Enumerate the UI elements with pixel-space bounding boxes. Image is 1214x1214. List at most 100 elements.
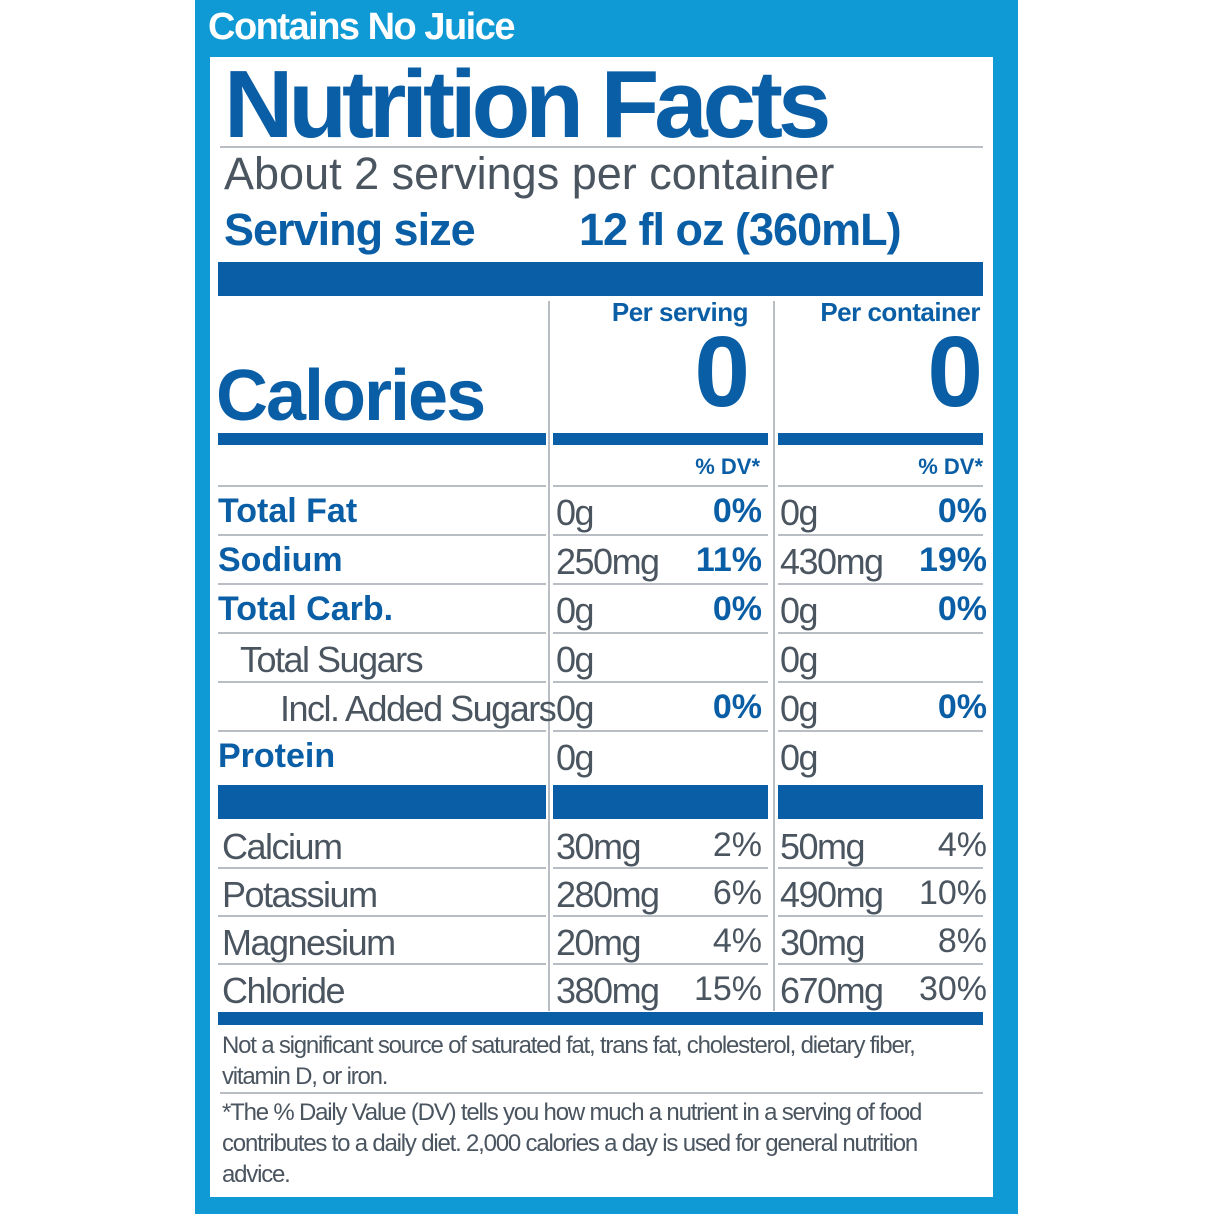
footnote-not-significant: Not a significant source of saturated fa…: [222, 1032, 916, 1090]
thick-bar: [218, 262, 983, 296]
serving-dv: 0%: [712, 688, 762, 726]
container-dv: 0%: [937, 492, 987, 530]
row-divider: [218, 485, 546, 487]
medium-bar: [218, 1012, 983, 1025]
nutrient-row: Protein 0g 0g: [210, 733, 993, 781]
row-divider: [778, 485, 983, 487]
row-divider: [553, 915, 768, 917]
medium-bar: [553, 433, 768, 445]
serving-dv: 15%: [693, 970, 762, 1008]
serving-amount: 250mg: [556, 541, 660, 582]
nutrient-label: Magnesium: [222, 922, 396, 963]
mineral-row: Potassium 280mg 6% 490mg 10%: [210, 870, 993, 918]
mineral-row: Magnesium 20mg 4% 30mg 8%: [210, 918, 993, 966]
serving-amount: 280mg: [556, 874, 660, 915]
row-divider: [218, 632, 546, 634]
container-dv: 10%: [918, 874, 987, 912]
row-divider: [778, 632, 983, 634]
calories-label: Calories: [216, 356, 486, 436]
container-amount: 50mg: [780, 826, 866, 867]
nutrient-row: Incl. Added Sugars 0g 0% 0g 0%: [210, 684, 993, 732]
container-dv: 0%: [937, 688, 987, 726]
row-divider: [778, 681, 983, 683]
serving-amount: 0g: [556, 639, 595, 680]
column-divider: [773, 301, 775, 1011]
container-amount: 0g: [780, 639, 819, 680]
row-divider: [778, 915, 983, 917]
calories-per-container: 0: [927, 316, 983, 428]
row-divider: [778, 867, 983, 869]
nutrient-label: Sodium: [218, 541, 343, 579]
serving-amount: 0g: [556, 590, 595, 631]
row-divider: [778, 534, 983, 536]
container-dv: 4%: [937, 826, 987, 864]
row-divider: [218, 681, 546, 683]
nutrient-label: Total Fat: [218, 492, 358, 530]
serving-amount: 380mg: [556, 970, 660, 1011]
row-divider: [218, 963, 546, 965]
title: Nutrition Facts: [224, 51, 831, 158]
nutrient-row: Total Sugars 0g 0g: [210, 635, 993, 683]
divider: [220, 1092, 983, 1094]
nutrient-row: Total Carb. 0g 0% 0g 0%: [210, 586, 993, 634]
container-amount: 0g: [780, 737, 819, 778]
thick-bar: [778, 785, 983, 819]
row-divider: [553, 963, 768, 965]
serving-dv: 2%: [712, 826, 762, 864]
container-amount: 430mg: [780, 541, 884, 582]
column-header-per-serving: Per serving: [611, 297, 749, 327]
divider: [220, 146, 983, 148]
nutrient-label: Protein: [218, 737, 336, 775]
column-divider: [548, 301, 550, 1011]
column-header-per-container: Per container: [820, 297, 980, 327]
serving-amount: 0g: [556, 492, 595, 533]
row-divider: [553, 583, 768, 585]
row-divider: [218, 915, 546, 917]
nutrient-label: Total Carb.: [218, 590, 394, 628]
dv-header-container: % DV*: [918, 454, 983, 479]
mineral-row: Calcium 30mg 2% 50mg 4%: [210, 822, 993, 870]
serving-dv: 4%: [712, 922, 762, 960]
container-dv: 8%: [937, 922, 987, 960]
nutrient-label: Total Sugars: [240, 639, 424, 680]
serving-amount: 30mg: [556, 826, 642, 867]
mineral-row: Chloride 380mg 15% 670mg 30%: [210, 966, 993, 1014]
serving-size-value: 12 fl oz (360mL): [579, 204, 902, 255]
container-amount: 670mg: [780, 970, 884, 1011]
serving-dv: 0%: [712, 492, 762, 530]
row-divider: [553, 534, 768, 536]
medium-bar: [218, 433, 546, 445]
container-dv: 30%: [918, 970, 987, 1008]
serving-dv: 0%: [712, 590, 762, 628]
footnote-daily-value: *The % Daily Value (DV) tells you how mu…: [222, 1099, 922, 1188]
serving-dv: 6%: [712, 874, 762, 912]
container-amount: 0g: [780, 492, 819, 533]
container-dv: 0%: [937, 590, 987, 628]
row-divider: [218, 534, 546, 536]
nutrient-row: Total Fat 0g 0% 0g 0%: [210, 488, 993, 536]
serving-amount: 20mg: [556, 922, 642, 963]
row-divider: [553, 867, 768, 869]
row-divider: [553, 632, 768, 634]
row-divider: [553, 485, 768, 487]
row-divider: [553, 681, 768, 683]
nutrition-facts-panel: Nutrition Facts About 2 servings per con…: [210, 57, 993, 1197]
servings-per-container: About 2 servings per container: [224, 148, 835, 199]
thick-bar: [218, 785, 546, 819]
container-dv: 19%: [918, 541, 987, 579]
serving-amount: 0g: [556, 737, 595, 778]
row-divider: [778, 730, 983, 732]
row-divider: [218, 583, 546, 585]
row-divider: [553, 730, 768, 732]
header-note: Contains No Juice: [208, 6, 516, 48]
row-divider: [218, 867, 546, 869]
nutrient-row: Sodium 250mg 11% 430mg 19%: [210, 537, 993, 585]
container-amount: 0g: [780, 590, 819, 631]
row-divider: [778, 963, 983, 965]
serving-size-label: Serving size: [224, 204, 476, 255]
thick-bar: [553, 785, 768, 819]
dv-header-serving: % DV*: [695, 454, 760, 479]
serving-dv: 11%: [695, 541, 762, 579]
container-amount: 30mg: [780, 922, 866, 963]
nutrient-label: Incl. Added Sugars: [280, 688, 557, 729]
